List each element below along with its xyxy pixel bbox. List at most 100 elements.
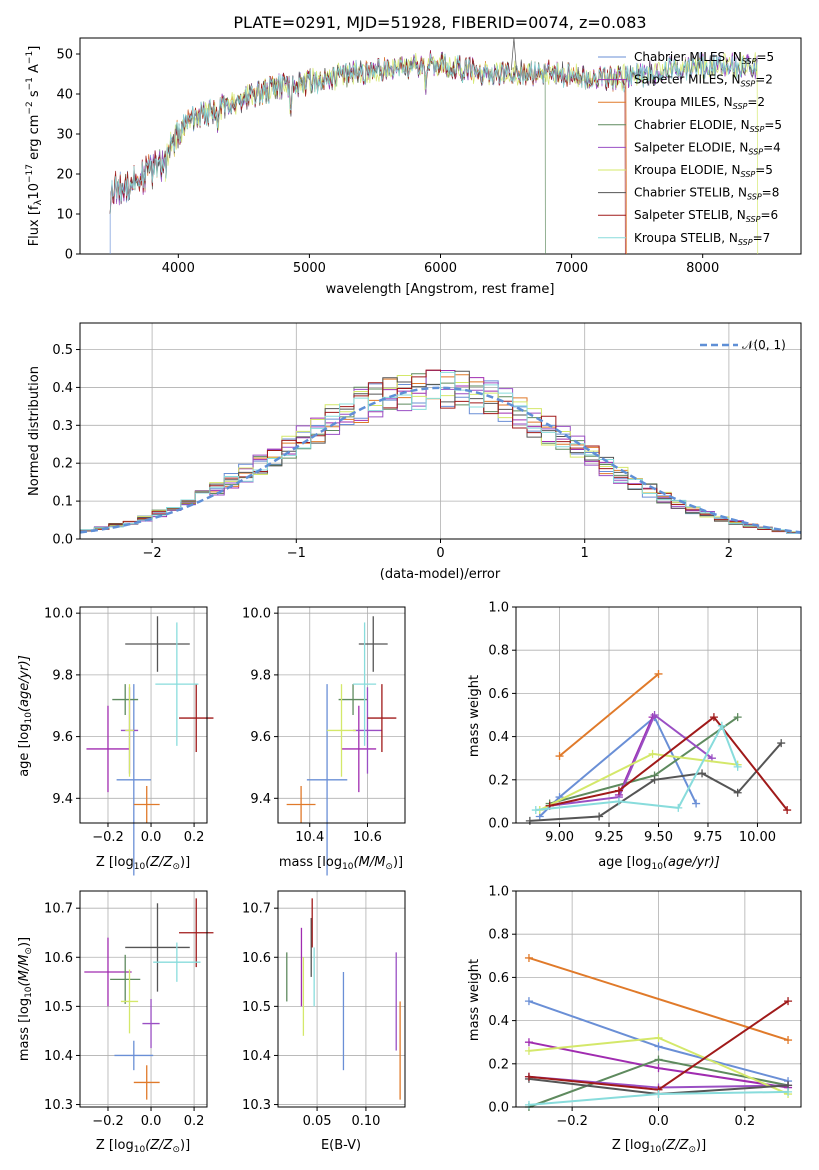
mass-age-frame: [277, 606, 406, 824]
age-weight-point-marker: [692, 799, 701, 808]
age-weight-point-marker: [555, 752, 564, 761]
legend-count: =6: [760, 208, 778, 222]
z-age-ytick-label: 9.4: [52, 792, 73, 807]
legend-count: =2: [747, 95, 765, 109]
legend-sub: SSP: [738, 238, 753, 247]
mass-age-ytick-label: 10.0: [242, 607, 271, 622]
z-age-xtick-label: 0.2: [184, 830, 205, 845]
spectrum-legend: Chabrier MILES, NSSP=5 Salpeter MILES, NS…: [598, 50, 782, 247]
z-mass-ytick-label: 10.3: [44, 1098, 73, 1113]
z-weight-point-marker: [654, 1033, 663, 1042]
age-weight-point-marker: [777, 739, 786, 748]
mass-age-marks: [286, 616, 397, 876]
age-weight-point-marker: [733, 788, 742, 797]
z-weight-point-marker: [524, 953, 533, 962]
z-weight-ytick-label: 0.8: [488, 928, 509, 943]
age-weight-point-marker: [717, 721, 726, 730]
age-weight-ytick-label: 0.0: [488, 817, 509, 832]
legend-sub: SSP: [746, 215, 761, 224]
ebv-mass-ytick-label: 10.6: [242, 951, 271, 966]
residuals-ytick-label: 0.5: [52, 343, 73, 358]
z-age-frame: [79, 606, 208, 824]
legend-count: =5: [756, 50, 774, 64]
z-weight-xtick-label: 0.2: [735, 1114, 756, 1129]
age-weight-ytick-label: 0.6: [488, 687, 509, 702]
legend-count: =5: [764, 118, 782, 132]
z-weight-point-marker: [654, 1055, 663, 1064]
residuals-xlabel: (data-model)/error: [380, 567, 501, 582]
spectrum-ylabel: Flux [fλ10−17 erg cm−2 s−1 A−1]: [25, 46, 44, 247]
legend-sub: SSP: [733, 102, 748, 111]
residuals-ytick-label: 0.2: [52, 457, 73, 472]
legend-sub: SSP: [747, 193, 762, 202]
z-age-xtick-label: −0.2: [92, 830, 124, 845]
residuals-ticks: −2 −1 0 1 2 0.0 0.1 0.2 0.3 0.4 0.5: [52, 343, 733, 561]
ebv-mass-panel: 0.05 0.10 10.3 10.4 10.5 10.6 10.7: [242, 890, 406, 1129]
gaussian-legend-label: 𝒩(0, 1): [742, 338, 786, 352]
age-weight-series-line: [558, 673, 660, 757]
age-weight-xtick-label: 10.00: [739, 830, 776, 845]
age-weight-series-line: [549, 713, 713, 807]
legend-label: Kroupa MILES, NSSP=2: [634, 95, 765, 111]
ebv-mass-ytick-label: 10.7: [242, 902, 271, 917]
legend-count: =8: [762, 186, 780, 200]
z-mass-xlabel: Z [log10(Z/Z⊙)]: [96, 1138, 190, 1155]
legend-sub: SSP: [741, 80, 756, 89]
z-weight-ytick-label: 1.0: [488, 885, 509, 900]
age-weight-point-marker: [525, 816, 534, 825]
ebv-mass-frame: [277, 890, 406, 1108]
mass-age-ytick-label: 9.8: [250, 668, 271, 683]
age-weight-point-marker: [654, 669, 663, 678]
z-weight-ylabel: mass weight: [467, 959, 482, 1041]
spectrum-xtick-label: 7000: [555, 261, 588, 276]
spectrum-xtick-label: 5000: [293, 261, 326, 276]
legend-label: Kroupa ELODIE, NSSP=5: [634, 163, 773, 179]
z-weight-xlabel: Z [log10(Z/Z⊙)]: [612, 1138, 706, 1155]
age-weight-xlabel: age [log10(age/yr)]: [598, 855, 720, 872]
spectrum-ytick-label: 20: [56, 168, 73, 183]
residuals-gaussian: [79, 386, 802, 534]
z-age-xlabel: Z [log10(Z/Z⊙)]: [96, 855, 190, 872]
spectrum-ytick-label: 10: [56, 208, 73, 223]
gaussian-curve: [79, 386, 802, 534]
z-mass-frame: [79, 890, 208, 1108]
legend-count: =4: [763, 140, 781, 154]
age-weight-point-marker: [674, 803, 683, 812]
legend-label: Chabrier ELODIE, NSSP=5: [634, 118, 782, 134]
spectrum-spike: [510, 37, 517, 71]
residuals-xtick-label: 1: [581, 546, 589, 561]
z-age-ylabel: age [log10(age/yr)]: [17, 655, 34, 777]
z-age-ytick-label: 9.6: [52, 730, 73, 745]
legend-label: Salpeter ELODIE, NSSP=4: [634, 140, 781, 156]
spectrum-line: [109, 53, 758, 214]
figure-title: PLATE=0291, MJD=51928, FIBERID=0074, z=0…: [233, 13, 646, 32]
mass-age-xtick-label: 10.6: [353, 830, 382, 845]
age-weight-panel: 9.00 9.25 9.50 9.75 10.00 0.0 0.2 0.4 0.6 0.8 1.0: [488, 601, 802, 845]
z-age-ytick-label: 10.0: [44, 607, 73, 622]
z-weight-xtick-label: 0.0: [648, 1114, 669, 1129]
spectrum-ytick-label: 50: [56, 48, 73, 63]
z-weight-point-marker: [784, 997, 793, 1006]
legend-count: =5: [755, 163, 773, 177]
ebv-mass-marks: [286, 898, 401, 1100]
z-weight-point-marker: [654, 1090, 663, 1099]
age-weight-marks: [525, 669, 792, 825]
mass-age-ytick-label: 9.4: [250, 792, 271, 807]
residuals-xtick-label: −1: [287, 546, 306, 561]
residuals-xtick-label: −2: [143, 546, 162, 561]
age-weight-point-marker: [650, 775, 659, 784]
age-weight-ytick-label: 0.8: [488, 644, 509, 659]
ebv-mass-xlabel: E(B-V): [321, 1138, 361, 1153]
z-weight-panel: −0.2 0.0 0.2 0.0 0.2 0.4 0.6 0.8 1.0: [488, 885, 802, 1129]
spectrum-xtick-label: 6000: [424, 261, 457, 276]
mass-age-xlabel: mass [log10(M/M⊙)]: [279, 855, 403, 872]
residuals-histogram: [80, 371, 801, 534]
z-weight-ytick-label: 0.6: [488, 971, 509, 986]
legend-sub: SSP: [742, 57, 757, 66]
age-weight-xtick-label: 9.50: [644, 830, 673, 845]
spectrum-panel: Chabrier MILES, NSSP=5 Salpeter MILES, NS…: [25, 37, 802, 297]
z-mass-marks: [84, 898, 214, 1100]
ebv-mass-ytick-label: 10.4: [242, 1049, 271, 1064]
mass-age-panel: 10.4 10.6 9.4 9.6 9.8 10.0: [242, 606, 406, 876]
legend-count: =7: [753, 231, 771, 245]
